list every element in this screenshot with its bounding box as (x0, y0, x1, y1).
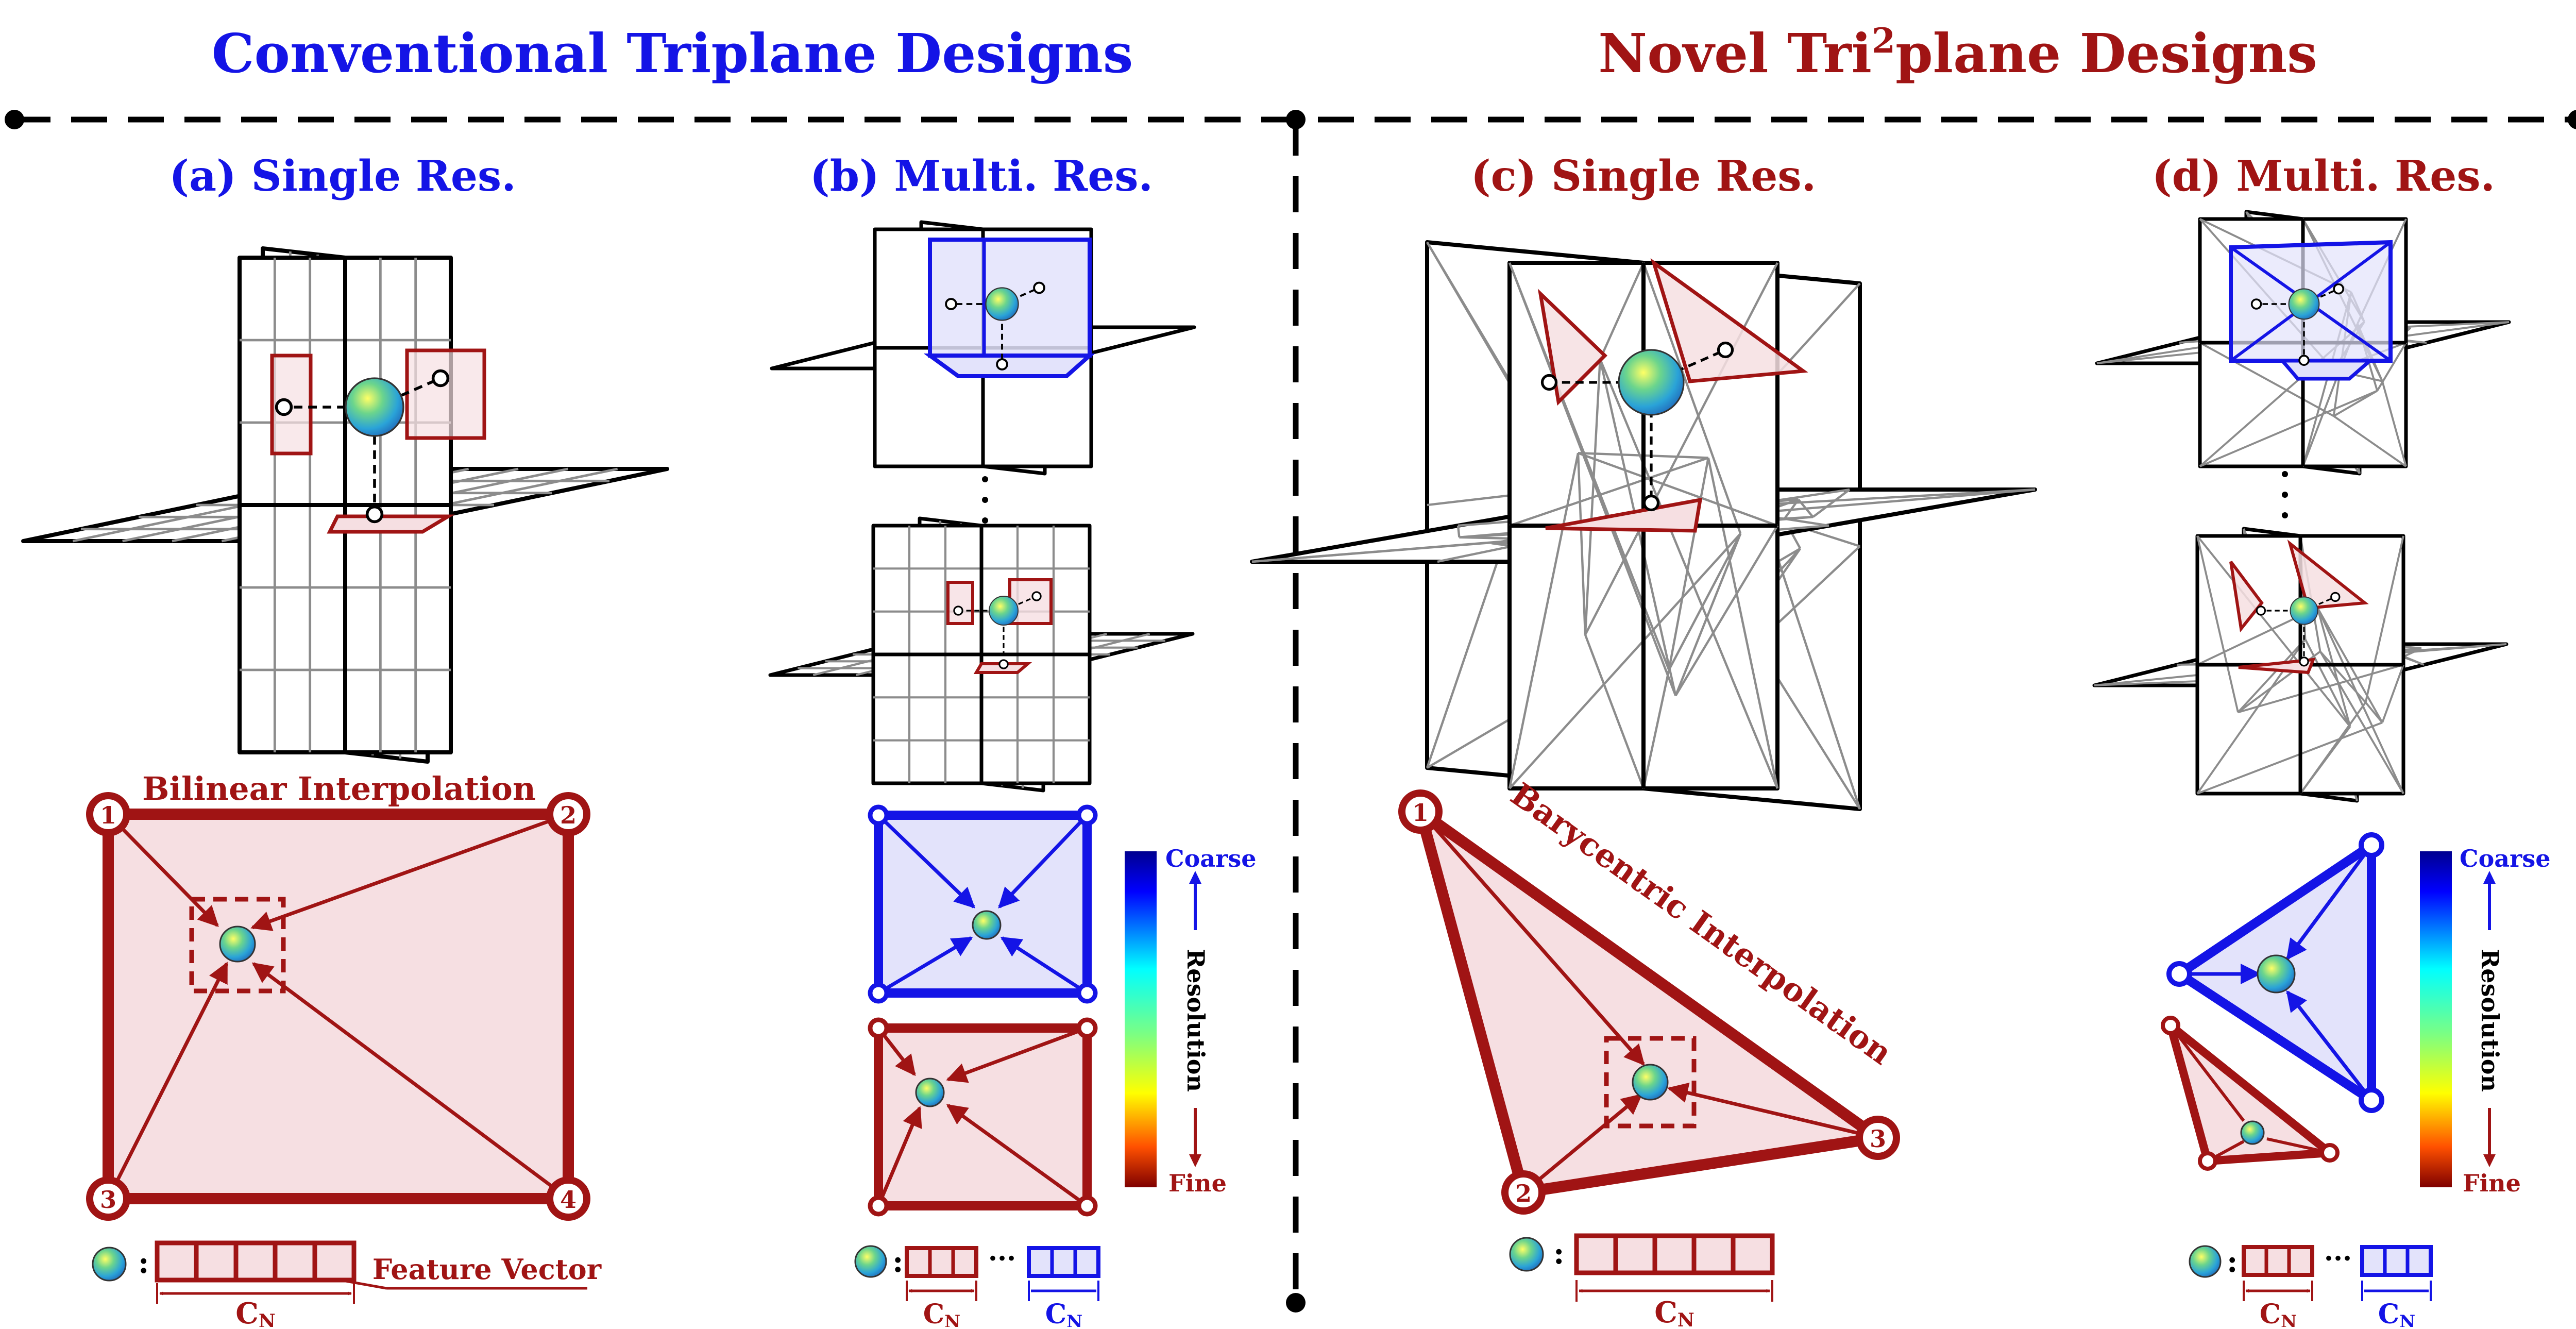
svg-text::: : (2227, 1244, 2238, 1279)
feature-vector-a: : CN Feature Vector (92, 1240, 602, 1329)
right-title-prefix: Novel Tri (1598, 22, 1872, 85)
panel-c-label: (c) Single Res. (1471, 152, 1816, 201)
colorbar-right-middle: Resolution (2476, 949, 2504, 1092)
multires-rect-fine (868, 1017, 1098, 1217)
header-divider (5, 110, 2576, 129)
svg-text:CN: CN (2260, 1299, 2297, 1327)
vertical-divider (1286, 120, 1306, 1313)
right-title-superscript: 2 (1872, 21, 1895, 61)
svg-text:CN: CN (1654, 1296, 1694, 1327)
svg-text:3: 3 (1870, 1125, 1886, 1153)
svg-text::: : (1553, 1236, 1564, 1271)
bilinear-label: Bilinear Interpolation (142, 770, 536, 808)
corner-1: 1 (86, 792, 130, 836)
vertical-ellipsis-d (2282, 471, 2288, 477)
triplane-d-fine (2092, 527, 2509, 803)
triplane-illustrations (21, 210, 2511, 811)
feature-vector-c: : CN (1509, 1233, 1775, 1329)
barycentric-diagram: Barycentric Interpolation 1 2 3 (1398, 775, 1900, 1215)
vertical-ellipsis-b (982, 517, 988, 524)
colorbar-right-top: Coarse (2460, 845, 2551, 872)
triplane-d-coarse (2095, 210, 2511, 476)
svg-text::: : (892, 1244, 903, 1279)
feature-vector-d: : CN ··· CN (2189, 1243, 2433, 1329)
colorbar-left-bottom: Fine (1168, 1169, 1227, 1197)
triplane-b-fine (768, 516, 1195, 793)
feature-vector-b: : CN ··· CN (854, 1243, 1100, 1329)
right-title-suffix: plane Designs (1895, 22, 2317, 85)
svg-text:···: ··· (988, 1243, 1016, 1274)
colorbar-left-middle: Resolution (1182, 949, 1210, 1092)
svg-text:2: 2 (560, 801, 577, 829)
svg-text:1: 1 (1412, 799, 1429, 827)
colorbar-left-top: Coarse (1165, 845, 1257, 872)
vertical-ellipsis-d (2282, 512, 2288, 518)
left-title: Conventional Triplane Designs (212, 22, 1133, 85)
multires-tri-coarse (2166, 832, 2384, 1113)
panel-a-label: (a) Single Res. (169, 152, 516, 201)
triplane-a (21, 246, 669, 764)
svg-text:3: 3 (100, 1186, 116, 1214)
corner-2: 2 (546, 792, 590, 836)
tri-corner-1: 1 (1398, 789, 1443, 834)
colorbar-right-bottom: Fine (2463, 1169, 2521, 1197)
vertical-ellipsis-d (2282, 492, 2288, 498)
svg-text:CN: CN (2378, 1299, 2415, 1327)
bilinear-diagram: Bilinear Interpolation 1 2 3 4 (86, 770, 590, 1221)
colorbar-left: Coarse Resolution Fine (1125, 845, 1257, 1197)
svg-text:CN: CN (1045, 1299, 1082, 1327)
vertical-ellipsis-b (982, 476, 988, 482)
svg-text:CN: CN (923, 1299, 960, 1327)
svg-text:4: 4 (560, 1186, 577, 1214)
corner-4: 4 (546, 1176, 590, 1221)
panel-d-label: (d) Multi. Res. (2152, 152, 2495, 201)
right-title: Novel Tri2plane Designs (1598, 21, 2317, 85)
tri-corner-3: 3 (1856, 1116, 1900, 1160)
feature-vector-label: Feature Vector (372, 1253, 602, 1286)
svg-text:2: 2 (1515, 1180, 1532, 1207)
panel-b-label: (b) Multi. Res. (810, 152, 1153, 201)
svg-text:CN: CN (235, 1297, 275, 1327)
svg-text:1: 1 (100, 801, 116, 829)
svg-text:···: ··· (2324, 1243, 2352, 1274)
triplane-b-coarse (770, 220, 1196, 476)
colorbar-right: Coarse Resolution Fine (2420, 845, 2551, 1197)
tri-corner-2: 2 (1501, 1170, 1546, 1215)
triplane-c (1250, 240, 2037, 811)
corner-3: 3 (86, 1176, 130, 1221)
multires-tri-fine (2161, 1016, 2340, 1171)
multires-rect-coarse (868, 804, 1098, 1004)
query-point (219, 926, 256, 963)
svg-text::: : (138, 1245, 149, 1280)
vertical-ellipsis-b (982, 497, 988, 503)
